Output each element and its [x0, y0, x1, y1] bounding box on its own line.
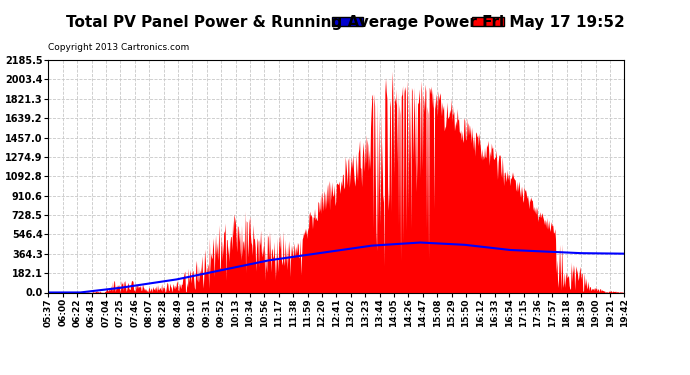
Text: Total PV Panel Power & Running Average Power Fri May 17 19:52: Total PV Panel Power & Running Average P… [66, 15, 624, 30]
Text: Copyright 2013 Cartronics.com: Copyright 2013 Cartronics.com [48, 43, 190, 52]
Legend: Average  (DC Watts), PV Panels  (DC Watts): Average (DC Watts), PV Panels (DC Watts) [330, 16, 620, 28]
